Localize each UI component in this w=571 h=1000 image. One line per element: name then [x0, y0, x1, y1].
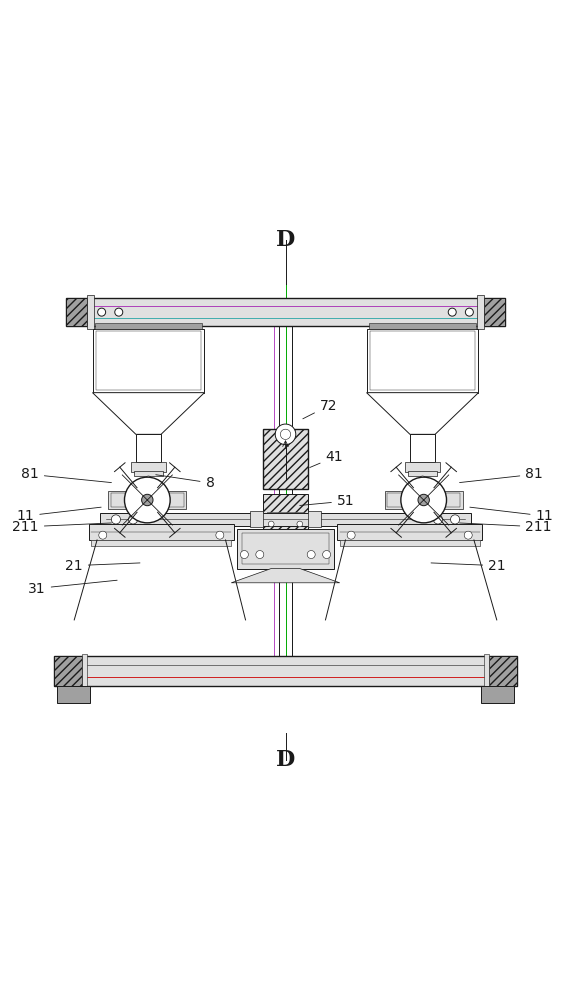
Text: 21: 21: [65, 559, 140, 573]
Bar: [95, 323, 202, 329]
Bar: [93, 329, 204, 393]
Bar: [405, 462, 440, 472]
Bar: [66, 298, 87, 326]
Bar: [370, 331, 475, 390]
Bar: [166, 493, 184, 507]
Polygon shape: [93, 393, 204, 434]
Text: 21: 21: [431, 559, 506, 573]
Bar: [66, 298, 505, 326]
Circle shape: [297, 521, 303, 527]
Bar: [387, 493, 405, 507]
Text: 81: 81: [460, 467, 543, 483]
Bar: [250, 511, 263, 527]
Circle shape: [111, 515, 120, 524]
Bar: [263, 494, 308, 529]
Bar: [128, 341, 142, 348]
Circle shape: [146, 476, 151, 482]
Bar: [54, 656, 517, 686]
Circle shape: [420, 476, 425, 482]
Bar: [87, 295, 94, 329]
Circle shape: [256, 551, 264, 559]
Bar: [131, 462, 166, 472]
Bar: [385, 491, 408, 509]
Circle shape: [347, 531, 355, 539]
Text: 72: 72: [303, 399, 337, 419]
Bar: [408, 471, 437, 476]
Text: 41: 41: [309, 450, 343, 468]
Bar: [432, 346, 439, 353]
Circle shape: [98, 308, 106, 316]
Bar: [369, 323, 476, 329]
Bar: [54, 656, 82, 686]
Circle shape: [99, 531, 107, 539]
Bar: [263, 429, 308, 489]
Bar: [440, 491, 463, 509]
Bar: [163, 491, 186, 509]
Circle shape: [240, 551, 248, 559]
Bar: [242, 533, 329, 564]
Circle shape: [268, 521, 274, 527]
Circle shape: [464, 531, 472, 539]
Bar: [126, 325, 144, 342]
Bar: [108, 491, 131, 509]
Text: D: D: [276, 749, 295, 771]
Bar: [132, 346, 139, 353]
Bar: [340, 540, 480, 546]
Bar: [308, 511, 321, 527]
Bar: [427, 325, 445, 342]
Bar: [89, 524, 234, 540]
Circle shape: [433, 515, 443, 524]
Bar: [489, 656, 517, 686]
Text: 11: 11: [470, 507, 553, 523]
Text: 211: 211: [460, 520, 552, 534]
Text: 8: 8: [156, 475, 215, 490]
Circle shape: [451, 515, 460, 524]
Bar: [111, 493, 129, 507]
Bar: [134, 471, 163, 476]
Bar: [96, 331, 201, 390]
Text: 211: 211: [13, 520, 111, 534]
Circle shape: [401, 477, 447, 523]
Bar: [484, 298, 505, 326]
Bar: [136, 434, 161, 462]
Text: 31: 31: [28, 580, 117, 596]
Bar: [100, 513, 471, 526]
Text: 51: 51: [300, 494, 355, 508]
Bar: [429, 341, 443, 348]
Bar: [91, 540, 231, 546]
Text: 11: 11: [17, 507, 101, 523]
Bar: [82, 654, 87, 688]
Polygon shape: [367, 393, 478, 434]
Bar: [484, 654, 489, 688]
Bar: [237, 529, 334, 569]
Circle shape: [448, 308, 456, 316]
Circle shape: [275, 424, 296, 445]
Bar: [267, 512, 304, 526]
Bar: [337, 524, 482, 540]
Bar: [442, 493, 460, 507]
Bar: [410, 434, 435, 462]
Circle shape: [418, 494, 429, 506]
Bar: [481, 686, 514, 703]
Circle shape: [124, 477, 170, 523]
Circle shape: [307, 551, 315, 559]
Text: D: D: [276, 229, 295, 251]
Circle shape: [465, 308, 473, 316]
Circle shape: [216, 531, 224, 539]
Circle shape: [142, 494, 153, 506]
Circle shape: [323, 551, 331, 559]
Circle shape: [128, 515, 138, 524]
Polygon shape: [231, 569, 340, 583]
Text: 81: 81: [21, 467, 111, 483]
Bar: [477, 295, 484, 329]
Bar: [57, 686, 90, 703]
Circle shape: [115, 308, 123, 316]
Bar: [367, 329, 478, 393]
